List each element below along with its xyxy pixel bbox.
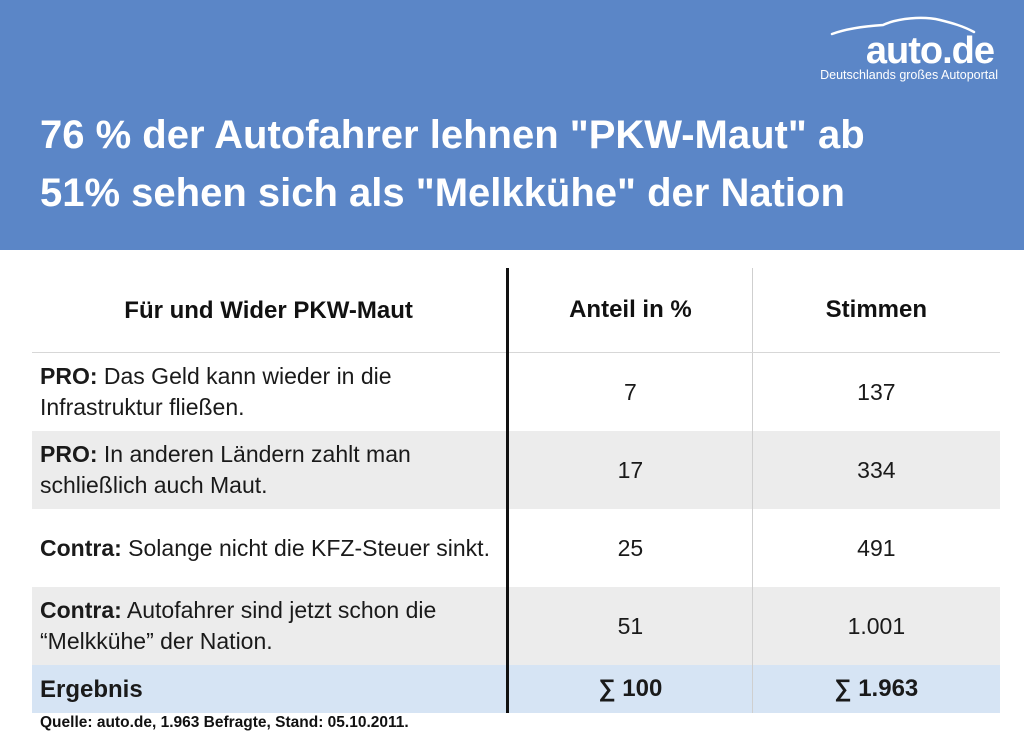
row-text: Autofahrer sind jetzt schon die “Melkküh… bbox=[40, 597, 437, 654]
row-votes-cell: 1.001 bbox=[751, 587, 1000, 665]
header-banner: auto.de Deutschlands großes Autoportal 7… bbox=[0, 0, 1024, 250]
row-lead-label: Contra: bbox=[40, 597, 122, 623]
row-text: In anderen Ländern zahlt man schließlich… bbox=[40, 441, 411, 498]
row-share-cell: 51 bbox=[506, 587, 753, 665]
row-share-cell: 25 bbox=[506, 509, 753, 587]
total-row: Ergebnis ∑ 100 ∑ 1.963 bbox=[32, 665, 1000, 713]
row-lead-label: Contra: bbox=[40, 534, 122, 561]
row-topic-cell: Contra: Autofahrer sind jetzt schon die … bbox=[32, 587, 508, 665]
row-lead-label: PRO: bbox=[40, 441, 98, 467]
headline-line-2: 51% sehen sich als "Melkkühe" der Nation bbox=[40, 171, 845, 215]
auto-de-logo[interactable]: auto.de Deutschlands großes Autoportal bbox=[818, 16, 1008, 88]
car-outline-icon bbox=[830, 16, 976, 36]
total-label: Ergebnis bbox=[32, 665, 508, 713]
table-row: PRO: In anderen Ländern zahlt man schlie… bbox=[32, 431, 1000, 509]
row-votes-cell: 137 bbox=[751, 352, 1000, 431]
logo-text: auto.de bbox=[865, 30, 995, 72]
row-votes-cell: 334 bbox=[751, 431, 1000, 509]
column-header-topic: Für und Wider PKW-Maut bbox=[32, 268, 508, 353]
row-text: Das Geld kann wieder in die Infrastruktu… bbox=[40, 363, 392, 420]
table-row: Contra: Solange nicht die KFZ-Steuer sin… bbox=[32, 509, 1000, 587]
row-votes-cell: 491 bbox=[751, 509, 1000, 587]
table-row: Contra: Autofahrer sind jetzt schon die … bbox=[32, 587, 1000, 665]
headline-line-1: 76 % der Autofahrer lehnen "PKW-Maut" ab bbox=[40, 113, 865, 157]
row-share-cell: 7 bbox=[506, 352, 753, 431]
column-header-votes: Stimmen bbox=[751, 268, 1000, 353]
results-card: Für und Wider PKW-Maut Anteil in % Stimm… bbox=[0, 250, 1024, 754]
column-header-share: Anteil in % bbox=[506, 268, 753, 353]
table-header-row: Für und Wider PKW-Maut Anteil in % Stimm… bbox=[32, 268, 1000, 353]
poll-table: Für und Wider PKW-Maut Anteil in % Stimm… bbox=[32, 268, 1000, 713]
row-topic-cell: PRO: Das Geld kann wieder in die Infrast… bbox=[32, 353, 508, 432]
row-share-cell: 17 bbox=[506, 431, 753, 509]
row-topic-cell: PRO: In anderen Ländern zahlt man schlie… bbox=[32, 431, 508, 509]
row-text: Solange nicht die KFZ-Steuer sinkt. bbox=[121, 534, 490, 561]
table-row: PRO: Das Geld kann wieder in die Infrast… bbox=[32, 352, 1000, 432]
headline: 76 % der Autofahrer lehnen "PKW-Maut" ab… bbox=[40, 106, 970, 222]
source-note: Quelle: auto.de, 1.963 Befragte, Stand: … bbox=[40, 714, 409, 731]
total-votes: ∑ 1.963 bbox=[751, 665, 1000, 713]
total-share: ∑ 100 bbox=[506, 665, 753, 713]
logo-tagline: Deutschlands großes Autoportal bbox=[820, 68, 998, 82]
row-lead-label: PRO: bbox=[40, 363, 98, 389]
row-topic-cell: Contra: Solange nicht die KFZ-Steuer sin… bbox=[32, 509, 508, 587]
